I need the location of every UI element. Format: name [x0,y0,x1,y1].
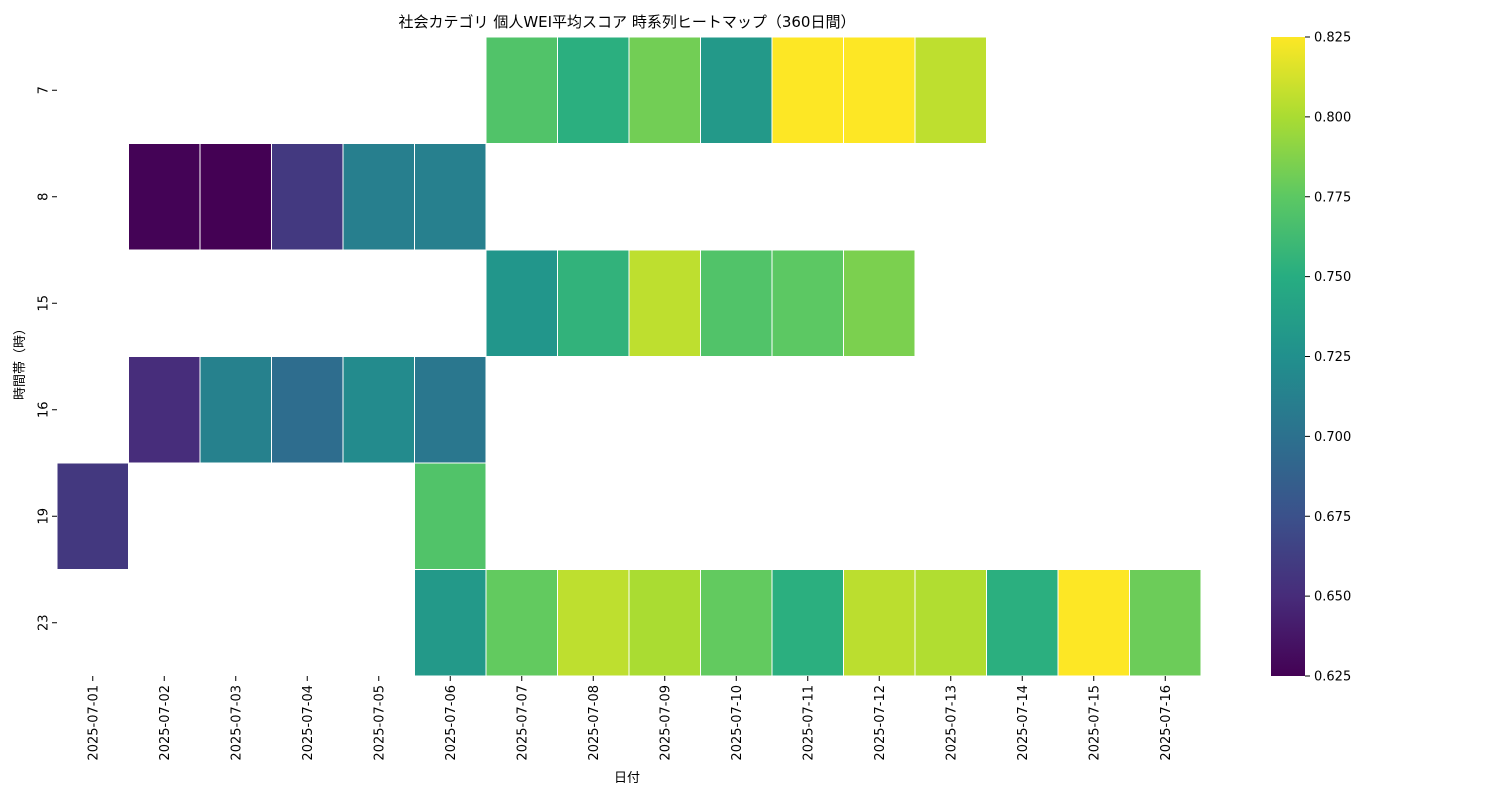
x-tick-label: 2025-07-14 [1016,685,1031,761]
colorbar-tick-label: 0.825 [1314,31,1351,46]
heatmap-cell [199,143,272,251]
x-tick-label: 2025-07-08 [587,685,602,761]
y-tick-label: 23 [37,614,52,631]
heatmap-cell [56,462,129,570]
colorbar-gradient [1271,37,1305,676]
heatmap-cell [485,569,558,677]
heatmap-cell [557,249,630,357]
x-tick-label: 2025-07-01 [86,685,101,761]
x-tick-label: 2025-07-11 [801,685,816,761]
heatmap-cell [843,249,916,357]
heatmap-cell [1057,569,1130,677]
y-tick-label: 19 [37,508,52,525]
y-axis-label: 時間帯（時） [13,322,28,400]
colorbar-tick-label: 0.725 [1314,350,1351,365]
heatmap-cell [1129,569,1202,677]
x-tick-label: 2025-07-03 [229,685,244,761]
heatmap-cell [271,143,344,251]
heatmap-cell [414,143,487,251]
heatmap-cell [485,249,558,357]
chart-title: 社会カテゴリ 個人WEI平均スコア 時系列ヒートマップ（360日間） [399,13,856,31]
heatmap-cell [700,36,773,144]
heatmap-cell [414,462,487,570]
heatmap-cell [771,249,844,357]
heatmap-cell [414,356,487,464]
colorbar-tick-label: 0.675 [1314,510,1351,525]
heatmap-cell [986,569,1059,677]
colorbar-tick-label: 0.700 [1314,430,1351,445]
x-axis: 2025-07-01 2025-07-02 2025-07-03 2025-07-04… [86,676,1174,761]
x-axis-label: 日付 [614,771,640,786]
colorbar-ticks: 0.625 0.650 0.675 0.700 0.725 0.750 0.775 0.800… [1305,31,1351,685]
x-tick-label: 2025-07-10 [730,685,745,761]
heatmap-cell [342,356,415,464]
heatmap-cells [56,36,1202,677]
colorbar-tick-label: 0.625 [1314,670,1351,685]
heatmap-cell [914,569,987,677]
y-tick-label: 15 [37,295,52,312]
heatmap-cell [128,143,201,251]
heatmap-cell [843,569,916,677]
heatmap-cell [128,356,201,464]
x-tick-label: 2025-07-07 [515,685,530,761]
colorbar-tick-label: 0.750 [1314,270,1351,285]
x-tick-label: 2025-07-16 [1159,685,1174,761]
heatmap-cell [700,249,773,357]
heatmap-cell [914,36,987,144]
y-tick-label: 16 [37,401,52,418]
y-axis: 7 8 15 16 19 23 [37,86,57,631]
x-tick-label: 2025-07-15 [1087,685,1102,761]
colorbar-tick-label: 0.800 [1314,110,1351,125]
colorbar-tick-label: 0.775 [1314,190,1351,205]
x-tick-label: 2025-07-02 [158,685,173,761]
colorbar-tick-label: 0.650 [1314,590,1351,605]
heatmap-cell [557,569,630,677]
y-tick-label: 8 [37,193,52,201]
heatmap-cell [628,36,701,144]
x-tick-label: 2025-07-06 [444,685,459,761]
heatmap-cell [700,569,773,677]
heatmap-cell [199,356,272,464]
x-tick-label: 2025-07-04 [301,685,316,761]
x-tick-label: 2025-07-09 [658,685,673,761]
heatmap-cell [628,569,701,677]
heatmap-cell [771,36,844,144]
y-tick-label: 7 [37,86,52,94]
heatmap-cell [271,356,344,464]
colorbar: 0.625 0.650 0.675 0.700 0.725 0.750 0.775 0.800… [1271,31,1351,685]
heatmap-cell [628,249,701,357]
x-tick-label: 2025-07-12 [873,685,888,761]
x-tick-label: 2025-07-05 [372,685,387,761]
heatmap-cell [342,143,415,251]
x-tick-label: 2025-07-13 [944,685,959,761]
heatmap-cell [485,36,558,144]
heatmap-cell [557,36,630,144]
heatmap-cell [414,569,487,677]
heatmap-cell [771,569,844,677]
heatmap-cell [843,36,916,144]
